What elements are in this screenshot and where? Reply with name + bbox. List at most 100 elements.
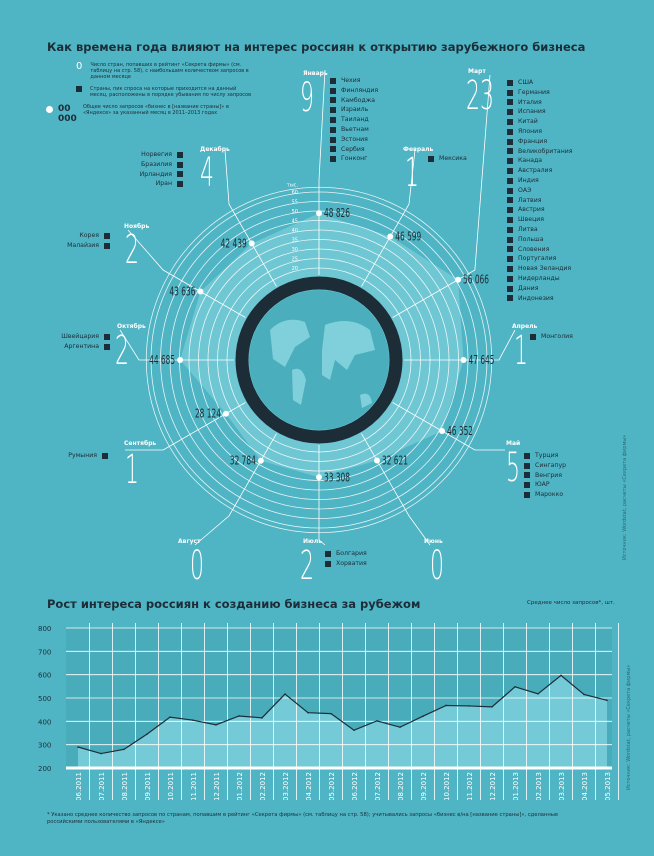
country-item: Марокко bbox=[524, 490, 566, 500]
country-item: Корея bbox=[67, 231, 110, 241]
country-name: Камбоджа bbox=[341, 96, 376, 104]
x-tick-label: 03.2012 bbox=[282, 772, 290, 800]
globe-land-0 bbox=[270, 319, 310, 367]
line-point-07.2012 bbox=[376, 720, 378, 722]
radar-scale-tick: 40 bbox=[292, 228, 298, 234]
line-point-08.2012 bbox=[399, 726, 401, 728]
country-item: Новая Зеландия bbox=[507, 264, 573, 274]
square-icon bbox=[507, 187, 513, 194]
country-name: Болгария bbox=[336, 550, 367, 557]
month-country-list: Болгария Хорватия bbox=[325, 549, 367, 569]
square-icon bbox=[524, 452, 530, 459]
radar-scale-tick: 55 bbox=[292, 200, 298, 206]
country-item: Дания bbox=[507, 284, 573, 294]
month-country-count: 1 bbox=[514, 328, 528, 374]
country-item: Канада bbox=[507, 156, 573, 166]
country-item: ОАЭ bbox=[507, 186, 573, 196]
line-point-12.2012 bbox=[491, 706, 493, 708]
x-tick-label: 09.2011 bbox=[144, 772, 152, 800]
radar-value-label-10: 43 636 bbox=[169, 286, 195, 299]
square-icon bbox=[330, 156, 336, 163]
square-icon bbox=[428, 155, 434, 162]
square-icon bbox=[330, 146, 336, 153]
square-icon bbox=[507, 177, 513, 184]
country-item: Литва bbox=[507, 225, 573, 235]
month-country-count: 2 bbox=[125, 227, 139, 273]
country-item: Сингапур bbox=[524, 461, 566, 471]
country-name: Нидерланды bbox=[518, 274, 560, 282]
country-name: Финляндия bbox=[341, 86, 379, 94]
radar-spoke-11 bbox=[224, 149, 277, 287]
country-name: Гонконг bbox=[341, 155, 368, 163]
y-tick-label: 500 bbox=[38, 695, 51, 703]
country-name: Португалия bbox=[518, 255, 557, 263]
square-icon bbox=[507, 128, 513, 135]
radar-spoke-2 bbox=[392, 74, 491, 318]
globe-icon bbox=[249, 290, 389, 430]
square-icon bbox=[507, 109, 513, 116]
radar-point-0 bbox=[316, 210, 322, 217]
radar-value-label-0: 48 826 bbox=[324, 208, 350, 221]
square-icon bbox=[507, 226, 513, 233]
square-icon bbox=[530, 333, 536, 340]
country-item: Франция bbox=[507, 137, 573, 147]
month-name: Апрель bbox=[512, 323, 538, 330]
country-name: ОАЭ bbox=[518, 186, 532, 194]
square-icon bbox=[507, 158, 513, 165]
country-item: Италия bbox=[507, 98, 573, 108]
country-name: Литва bbox=[518, 225, 538, 233]
square-icon bbox=[177, 181, 183, 188]
country-item: Гонконг bbox=[330, 154, 378, 164]
x-tick-label: 12.2012 bbox=[489, 772, 497, 800]
country-item: Таиланд bbox=[330, 115, 378, 125]
line-point-10.2011 bbox=[169, 716, 171, 718]
square-icon bbox=[330, 136, 336, 143]
month-name: Август bbox=[178, 538, 201, 545]
country-name: Словения bbox=[518, 245, 550, 253]
square-icon bbox=[507, 168, 513, 175]
square-icon bbox=[330, 117, 336, 124]
country-name: Норвегия bbox=[141, 151, 172, 158]
country-name: Франция bbox=[518, 137, 548, 145]
country-name: Эстония bbox=[341, 135, 368, 143]
radar-value-label-4: 46 352 bbox=[447, 425, 473, 438]
country-name: Польша bbox=[518, 235, 544, 243]
line-point-11.2011 bbox=[192, 719, 194, 721]
country-name: Иран bbox=[155, 180, 172, 188]
country-item: Эстония bbox=[330, 135, 378, 145]
radar-point-11 bbox=[248, 240, 255, 247]
radar-value-label-2: 56 066 bbox=[463, 274, 489, 287]
month-name: Май bbox=[506, 440, 521, 447]
month-country-count: 5 bbox=[506, 445, 520, 491]
month-name: Февраль bbox=[403, 146, 434, 153]
line-point-02.2012 bbox=[261, 717, 263, 719]
country-item: Германия bbox=[507, 88, 573, 98]
month-name: Сентябрь bbox=[124, 440, 157, 447]
line-point-08.2011 bbox=[123, 748, 125, 751]
line-point-05.2012 bbox=[330, 712, 332, 715]
line-point-07.2011 bbox=[100, 752, 102, 755]
line-point-06.2011 bbox=[77, 746, 79, 748]
month-country-list: Мексика bbox=[428, 154, 467, 164]
legend-text-count: Число стран, попавших в рейтинг «Секрета… bbox=[90, 62, 249, 80]
square-icon bbox=[507, 79, 513, 86]
country-name: Испания bbox=[518, 108, 546, 116]
line-point-01.2012 bbox=[238, 715, 240, 717]
country-name: Дания bbox=[518, 284, 539, 292]
x-tick-label: 09.2012 bbox=[420, 772, 428, 800]
country-item: ЮАР bbox=[524, 480, 566, 490]
radar-scale-tick: 20 bbox=[292, 266, 298, 272]
month-name: Декабрь bbox=[200, 146, 230, 153]
radar-point-1 bbox=[387, 233, 394, 240]
country-name: Италия bbox=[518, 98, 542, 106]
country-item: Аргентина bbox=[61, 342, 110, 352]
country-item: Австралия bbox=[507, 166, 573, 176]
x-tick-label: 07.2011 bbox=[98, 772, 106, 800]
country-item: Норвегия bbox=[140, 150, 183, 160]
line-point-02.2013 bbox=[537, 693, 539, 695]
radar-point-4 bbox=[439, 428, 446, 435]
radar-point-9 bbox=[177, 357, 184, 363]
x-tick-label: 05.2013 bbox=[604, 772, 612, 800]
radar-scale-tick: 25 bbox=[292, 257, 298, 263]
month-country-list: Корея Малайзия bbox=[67, 231, 110, 251]
